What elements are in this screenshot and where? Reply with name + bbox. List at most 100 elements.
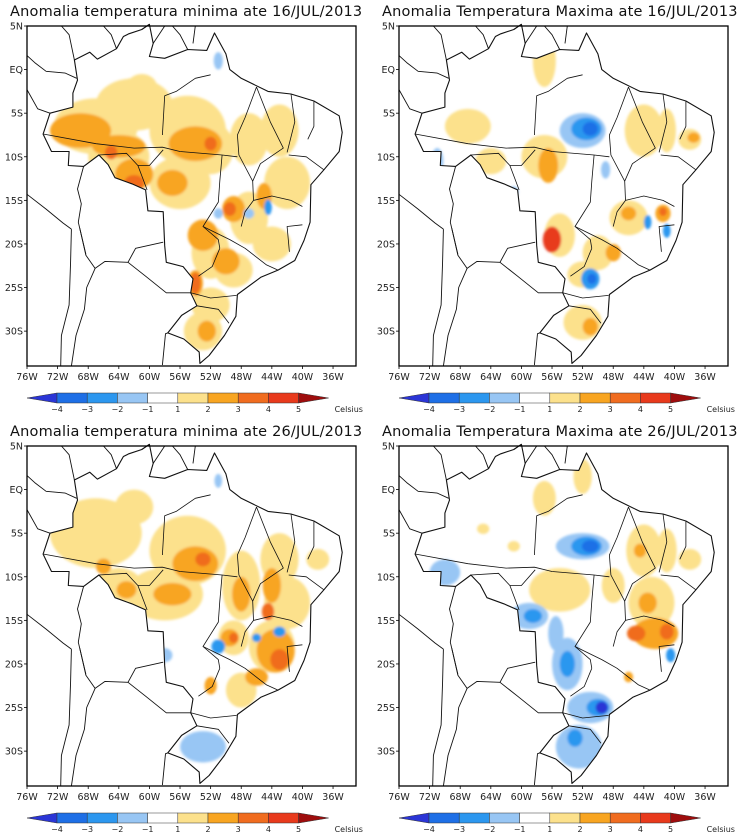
country-border [103,25,117,49]
panel-title: Anomalia temperatura minima ate 26/JUL/2… [10,424,363,440]
lat-tick-label: 30S [377,327,395,338]
anomaly-region [601,568,625,603]
anomaly-region [656,528,677,573]
country-border [398,509,423,534]
colorbar-segment [458,812,490,824]
anomaly-region [212,248,240,275]
lat-tick-label: EQ [10,485,23,496]
country-border [26,475,77,499]
anomaly-region [581,540,599,553]
anomaly-region [116,581,137,599]
lon-tick-label: 48W [602,792,624,803]
panel-tmin-jul16: Anomalia temperatura minima ate 16/JUL/2… [0,0,372,420]
state-border [190,292,237,299]
anomaly-region [666,648,676,663]
colorbar-segment [56,392,88,404]
state-border [562,712,609,719]
lat-tick-label: 25S [377,703,395,714]
lat-tick-label: EQ [10,65,23,76]
colorbar: −4 −3 −2 −1 1 2 3 4 5 Celsius [398,812,735,834]
country-border [161,332,168,366]
country-border [533,752,540,786]
anomaly-region [532,480,556,516]
colorbar-tick-label: 3 [236,825,241,834]
lon-tick-label: 48W [230,792,252,803]
anomaly-region [600,161,611,179]
state-border [288,574,325,591]
lat-tick-label: 5N [10,442,23,453]
colorbar-tick-label: 1 [547,405,552,414]
colorbar-extend-high [670,812,701,824]
state-border [286,644,303,672]
anomaly-region [273,626,286,637]
country-border [398,89,423,114]
country-border [141,443,150,450]
colorbar: −4 −3 −2 −1 1 2 3 4 5 Celsius [26,392,363,414]
colorbar: −4 −3 −2 −1 1 2 3 4 5 Celsius [26,812,363,834]
colorbar-segment [519,812,551,824]
anomaly-region [211,639,226,654]
lon-tick-label: 72W [419,372,441,383]
anomaly-region [180,731,226,763]
colorbar-unit-label: Celsius [335,825,363,834]
lon-tick-label: 76W [388,792,410,803]
anomaly-region [95,558,112,575]
country-border [533,332,540,366]
state-border [202,574,223,669]
anomaly-region [507,541,520,552]
state-border [568,305,602,324]
state-border [625,615,675,627]
anomaly-region [223,202,236,217]
state-border [574,154,595,249]
state-border [137,149,164,166]
colorbar-tick-label: 3 [608,825,613,834]
colorbar-segment [549,812,581,824]
colorbar-tick-label: 4 [266,405,271,414]
panel-title: Anomalia Temperatura Maxima ate 26/JUL/2… [382,424,738,440]
colorbar-segment [56,812,88,824]
anomaly-region [243,208,255,219]
anomaly-region [477,523,490,535]
brazil-border [42,443,343,784]
state-border [609,506,629,602]
anomaly-region [678,548,702,570]
colorbar-tick-label: 5 [296,405,301,414]
state-border [202,154,223,249]
state-border [202,646,279,691]
lat-tick-label: 5S [11,109,23,120]
colorbar-segment [489,812,520,824]
country-border [449,166,459,255]
lon-tick-label: 76W [16,372,38,383]
anomaly-region [214,473,223,488]
lat-tick-label: 5S [11,529,23,540]
lat-tick-label: 20S [5,659,23,670]
lon-tick-label: 52W [200,372,222,383]
lat-tick-label: 25S [5,703,23,714]
anomaly-region [529,568,591,612]
country-border [61,25,75,61]
anomaly-region [168,126,223,162]
colorbar-tick-label: −4 [423,825,435,834]
colorbar-segment [147,392,179,404]
colorbar-segment [207,812,239,824]
lon-tick-label: 44W [633,792,655,803]
country-border [172,25,189,50]
colorbar-extend-high [298,392,329,404]
colorbar-unit-label: Celsius [707,405,735,414]
state-border [568,725,602,744]
colorbar-extend-low [398,812,430,824]
lon-tick-label: 64W [480,792,502,803]
country-border [499,681,563,714]
anomaly-region [126,73,158,101]
state-border [307,101,315,140]
country-border [192,445,196,464]
state-border [253,615,303,627]
colorbar-segment [207,392,239,404]
colorbar-tick-label: −3 [81,405,93,414]
colorbar-tick-label: 1 [175,405,180,414]
anomaly-region [252,226,291,262]
anomaly-region [187,219,219,251]
country-border [449,586,459,675]
plot-frame [26,445,357,787]
state-border [237,86,257,182]
